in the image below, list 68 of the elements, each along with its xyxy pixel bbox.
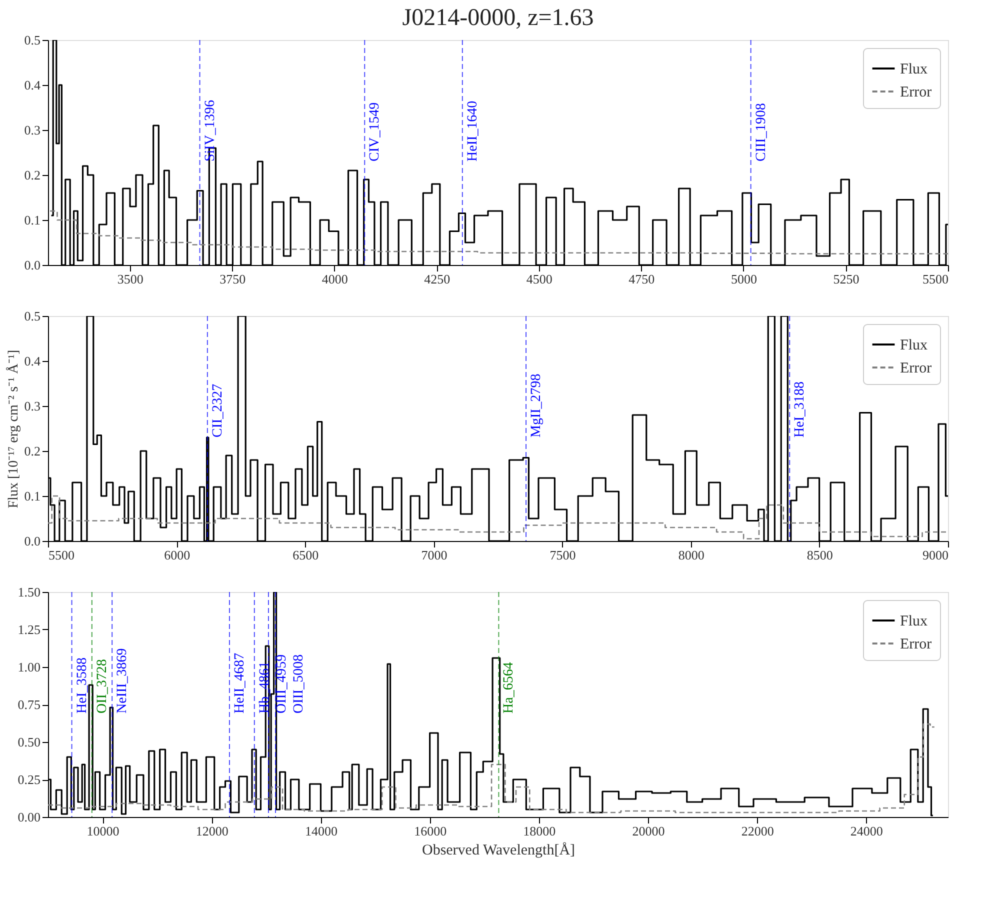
y-tick-label: 1.00 (18, 660, 40, 674)
x-tick-label: 7500 (550, 548, 576, 562)
ref-line-label: Ha_6564 (502, 662, 517, 714)
y-tick-label: 0.75 (18, 697, 40, 712)
x-tick-label: 8500 (806, 548, 833, 562)
ref-line-label: HeI_3588 (74, 658, 90, 714)
x-tick-label: 12000 (196, 824, 228, 838)
legend-label: Flux (900, 614, 928, 630)
x-tick-label: 18000 (523, 824, 556, 838)
ref-line-label: MgII_2798 (529, 374, 544, 438)
x-tick-label: 5000 (730, 272, 757, 286)
y-tick-label: 1.25 (18, 622, 40, 637)
y-tick-label: 0.2 (24, 444, 40, 458)
x-tick-label: 7000 (421, 548, 448, 562)
x-tick-label: 5500 (922, 272, 948, 286)
legend-label: Error (900, 360, 932, 376)
ref-line-label: CIII_1908 (754, 103, 769, 162)
ref-line-label: OIII_5008 (291, 654, 306, 714)
y-tick-label: 0.00 (18, 810, 40, 824)
ref-line-label: HeI_3188 (792, 382, 808, 438)
ref-line-label: NeIII_3869 (115, 648, 130, 714)
legend-label: Error (900, 636, 932, 652)
y-tick-label: 0.5 (24, 32, 40, 48)
y-tick-label: 0.3 (24, 122, 40, 138)
y-axis-title: Flux [10⁻¹⁷ erg cm⁻² s⁻¹ Å⁻¹] (5, 350, 22, 508)
x-tick-label: 3750 (220, 272, 246, 286)
y-tick-label: 0.0 (24, 258, 40, 272)
legend-label: Flux (900, 338, 928, 354)
y-tick-label: 0.3 (24, 398, 40, 414)
ref-line-label: OII_3728 (94, 659, 110, 714)
x-tick-label: 24000 (850, 824, 883, 838)
chart-title: J0214-0000, z=1.63 (402, 5, 594, 31)
ref-line-label: CII_2327 (210, 384, 226, 438)
x-tick-label: 4500 (526, 272, 552, 286)
y-tick-label: 0.2 (24, 168, 40, 182)
x-tick-label: 4750 (628, 272, 655, 286)
x-tick-label: 16000 (414, 824, 447, 838)
ref-line-label: Hb_4861 (257, 661, 272, 714)
x-tick-label: 8000 (678, 548, 704, 562)
x-tick-label: 14000 (304, 824, 338, 838)
x-tick-label: 3500 (117, 272, 144, 286)
x-axis-title: Observed Wavelength[Å] (422, 842, 576, 858)
y-tick-label: 0.50 (18, 734, 40, 750)
x-tick-label: 22000 (741, 824, 774, 838)
ref-line-label: HeII_4687 (232, 652, 248, 714)
y-tick-label: 0.5 (24, 308, 40, 324)
ref-line-label: CIV_1549 (368, 102, 383, 162)
y-tick-label: 0.1 (24, 488, 40, 504)
ref-line-label: HeII_1640 (465, 100, 480, 162)
legend-label: Flux (900, 62, 928, 78)
legend-label: Error (900, 84, 932, 100)
x-tick-label: 6000 (164, 548, 190, 562)
ref-line-label: SiIV_1396 (202, 100, 218, 162)
x-tick-label: 10000 (86, 824, 120, 838)
y-tick-label: 0.1 (24, 212, 40, 228)
y-tick-label: 0.4 (24, 354, 41, 368)
x-tick-label: 4250 (424, 272, 450, 286)
ref-line-label: OIII_4959 (274, 654, 290, 714)
x-tick-label: 9000 (922, 548, 948, 562)
x-tick-label: 5250 (833, 272, 860, 286)
y-tick-label: 0.4 (24, 78, 41, 92)
x-tick-label: 5500 (48, 548, 74, 562)
x-tick-label: 6500 (292, 548, 319, 562)
x-tick-label: 20000 (632, 824, 665, 838)
x-tick-label: 4000 (322, 272, 348, 286)
y-tick-label: 0.0 (24, 534, 40, 548)
y-tick-label: 1.50 (18, 584, 40, 600)
y-tick-label: 0.25 (18, 772, 40, 787)
